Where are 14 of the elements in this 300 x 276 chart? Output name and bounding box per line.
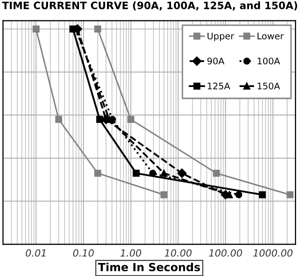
legend-label: 125A xyxy=(208,82,230,90)
legend-label: 90A xyxy=(207,58,224,64)
x-tick-label: 0.10 xyxy=(73,249,94,257)
x-tick-label: 0.01 xyxy=(26,249,46,257)
legend-label: 100A xyxy=(258,58,280,64)
x-tick-label: 1.00 xyxy=(120,249,142,257)
legend-label: Lower xyxy=(258,32,284,40)
legend-label: 150A xyxy=(258,82,280,90)
chart-title: TIME CURRENT CURVE (90A, 100A, 125A, and 150A) xyxy=(2,1,298,11)
x-tick-label: 10.00 xyxy=(164,249,192,257)
x-tick-label: 100.00 xyxy=(209,249,242,257)
legend-label: Upper xyxy=(208,32,234,42)
x-tick-label: 1000.00 xyxy=(253,249,293,257)
x-axis-title: Time In Seconds xyxy=(98,262,200,272)
